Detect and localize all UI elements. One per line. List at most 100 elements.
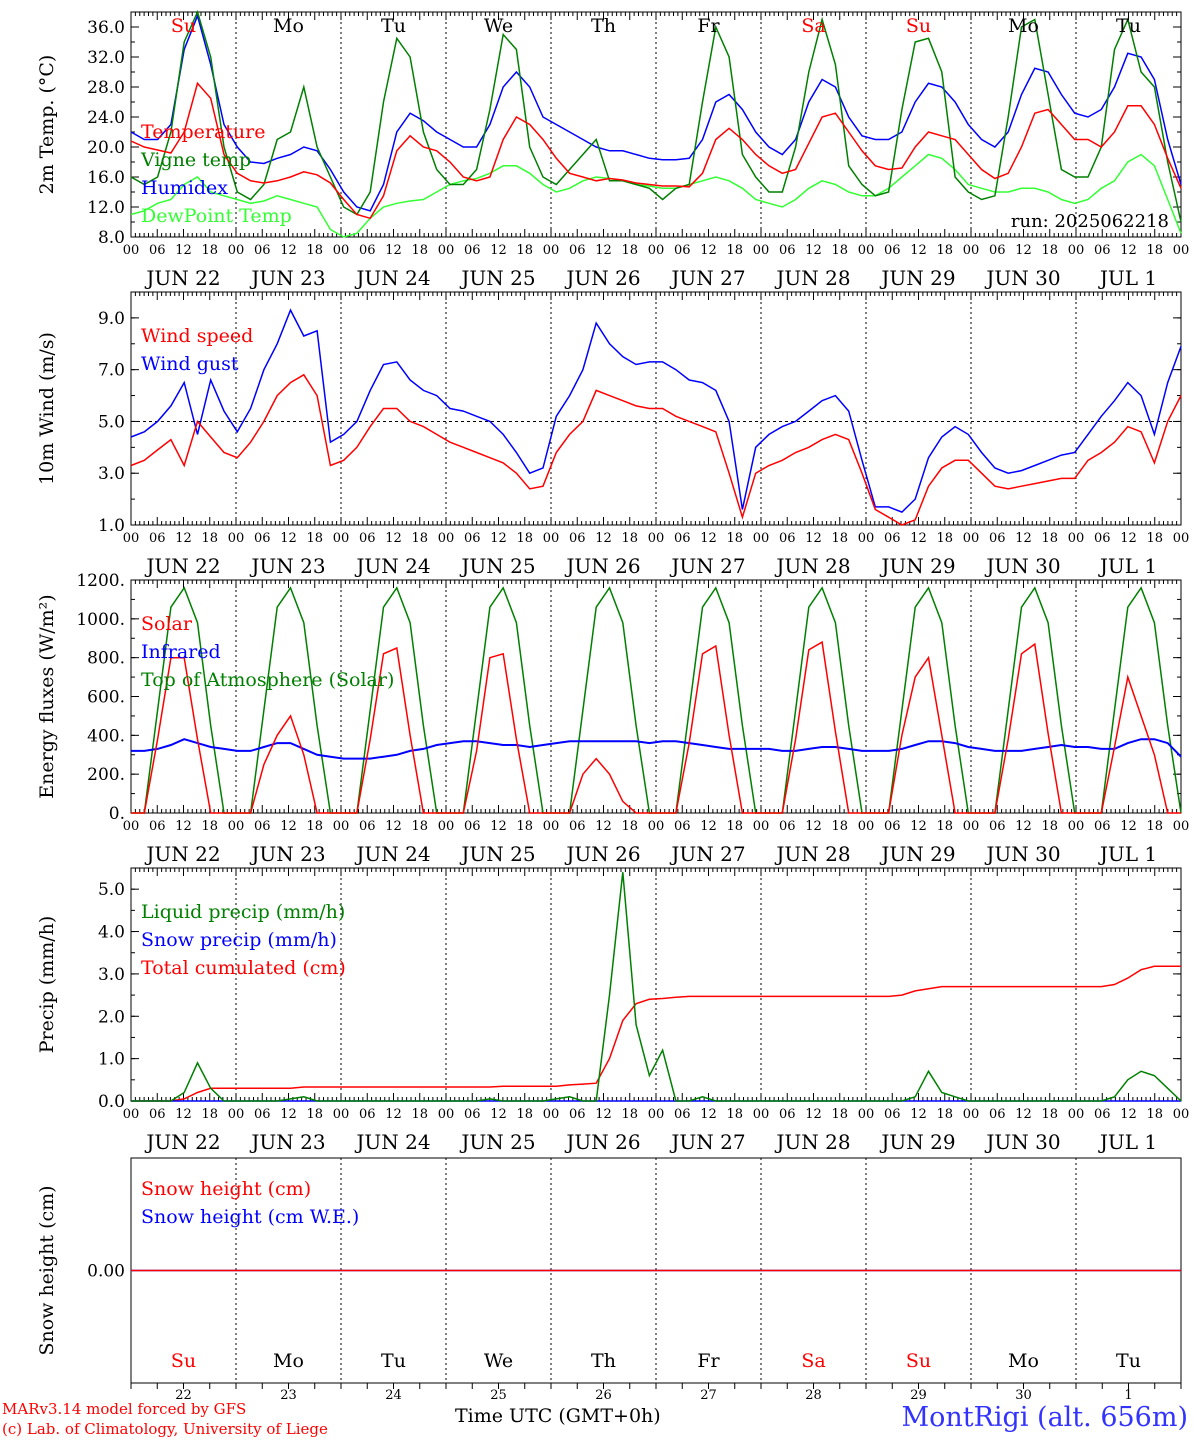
weekday-label: Fr (697, 15, 720, 37)
y-tick-label: 1.0 (98, 516, 125, 536)
hour-label: 18 (621, 531, 638, 546)
hour-label: 00 (753, 243, 770, 258)
hour-label: 00 (1173, 243, 1190, 258)
date-label: JUN 25 (459, 266, 535, 290)
date-label: JUN 30 (984, 1130, 1060, 1154)
hour-label: 12 (385, 819, 402, 834)
hour-label: 00 (1068, 1107, 1085, 1122)
hour-label: 06 (359, 243, 376, 258)
legend-entry: DewPoint Temp (141, 205, 292, 227)
hour-label: 00 (648, 243, 665, 258)
hour-label: 18 (936, 819, 953, 834)
hour-label: 18 (1041, 1107, 1058, 1122)
day-number-label: 30 (1015, 1388, 1032, 1403)
day-number-label: 1 (1124, 1388, 1132, 1403)
hour-label: 00 (228, 819, 245, 834)
hour-label: 00 (228, 531, 245, 546)
y-tick-label: 4.0 (98, 923, 125, 943)
hour-label: 06 (464, 243, 481, 258)
hour-label: 12 (490, 531, 507, 546)
hour-label: 00 (543, 531, 560, 546)
weekday-label: Su (906, 15, 931, 37)
hour-label: 18 (831, 243, 848, 258)
date-label: JUN 30 (984, 842, 1060, 866)
series-line-wind-gust (130, 308, 1182, 513)
date-label: JUN 25 (459, 554, 535, 578)
hour-label: 00 (123, 1107, 140, 1122)
hour-label: 18 (1146, 1107, 1163, 1122)
hour-label: 12 (490, 819, 507, 834)
weekday-label: Su (171, 1350, 196, 1372)
hour-label: 12 (910, 1107, 927, 1122)
hour-label: 06 (884, 531, 901, 546)
series-line-solar (131, 640, 1181, 814)
hour-label: 18 (516, 1107, 533, 1122)
hour-label: 06 (149, 243, 166, 258)
legend-entry: Temperature (141, 121, 265, 143)
y-tick-label: 36.0 (87, 18, 125, 38)
hour-label: 06 (779, 1107, 796, 1122)
hour-label: 00 (123, 819, 140, 834)
hour-label: 06 (674, 243, 691, 258)
hour-label: 12 (1015, 819, 1032, 834)
legend-entry: Total cumulated (cm) (141, 957, 346, 979)
model-credit: MARv3.14 model forced by GFS (2, 1400, 247, 1418)
hour-label: 18 (726, 243, 743, 258)
date-label: JUN 28 (774, 1130, 850, 1154)
hour-label: 12 (1120, 243, 1137, 258)
hour-label: 12 (175, 243, 192, 258)
weekday-label: Sa (801, 15, 825, 37)
hour-label: 00 (753, 819, 770, 834)
y-axis-title: Precip (mm/h) (36, 916, 58, 1054)
hour-label: 12 (385, 1107, 402, 1122)
date-label: JUN 23 (249, 842, 325, 866)
hour-label: 12 (280, 1107, 297, 1122)
hour-label: 00 (1068, 819, 1085, 834)
weekday-label: Mo (1008, 15, 1039, 37)
series-line-temperature (130, 81, 1182, 220)
hour-label: 06 (989, 243, 1006, 258)
hour-label: 00 (858, 243, 875, 258)
hour-label: 00 (1068, 243, 1085, 258)
hour-label: 12 (910, 819, 927, 834)
hour-label: 00 (963, 531, 980, 546)
hour-label: 18 (411, 243, 428, 258)
hour-label: 12 (385, 243, 402, 258)
series-line-total-cumulated-cm- (131, 965, 1181, 1102)
hour-label: 18 (411, 531, 428, 546)
panel-3: 1200. 1000. 800. 600. 400. 200. 0. Energy fluxe… (36, 571, 1189, 866)
hour-label: 06 (149, 819, 166, 834)
hour-label: 12 (805, 531, 822, 546)
hour-label: 06 (884, 243, 901, 258)
hour-label: 12 (1015, 1107, 1032, 1122)
hour-label: 06 (359, 531, 376, 546)
series-line-vigne-temp (130, 9, 1182, 223)
hour-label: 06 (149, 531, 166, 546)
y-tick-label: 800. (87, 649, 125, 669)
date-label: JUN 22 (144, 1130, 220, 1154)
hour-label: 00 (753, 531, 770, 546)
day-number-label: 29 (910, 1388, 927, 1403)
hour-label: 18 (726, 819, 743, 834)
hour-label: 00 (543, 243, 560, 258)
hour-label: 06 (1094, 531, 1111, 546)
hour-label: 06 (674, 531, 691, 546)
legend-entry: Humidex (141, 177, 228, 199)
hour-label: 00 (1068, 531, 1085, 546)
hour-label: 12 (1120, 819, 1137, 834)
weekday-label: Su (906, 1350, 931, 1372)
hour-label: 06 (674, 1107, 691, 1122)
legend-entry: Vigne temp (140, 149, 251, 171)
hour-label: 06 (779, 819, 796, 834)
hour-label: 06 (254, 819, 271, 834)
hour-label: 12 (280, 243, 297, 258)
hour-label: 00 (858, 1107, 875, 1122)
hour-label: 18 (831, 531, 848, 546)
hour-label: 18 (201, 1107, 218, 1122)
y-tick-label: 32.0 (87, 48, 125, 68)
date-label: JUN 26 (564, 266, 640, 290)
hour-label: 12 (595, 819, 612, 834)
hour-label: 12 (175, 819, 192, 834)
hour-label: 06 (779, 243, 796, 258)
